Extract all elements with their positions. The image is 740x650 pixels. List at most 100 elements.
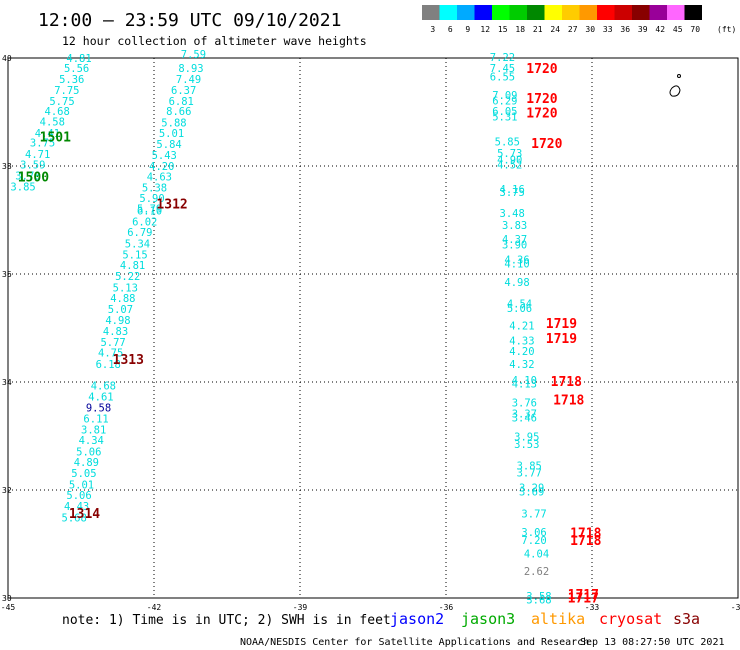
swh-value: 3.95 xyxy=(514,431,539,443)
swh-value: 3.37 xyxy=(512,409,537,421)
swh-value: 3.58 xyxy=(526,591,551,603)
page-subtitle: 12 hour collection of altimeter wave hei… xyxy=(62,34,367,48)
swh-value: 5.75 xyxy=(49,96,74,108)
swh-value: 3.29 xyxy=(519,483,544,495)
lon-tick-label: -39 xyxy=(293,603,308,612)
swh-value: 4.36 xyxy=(504,255,529,267)
swh-value: 4.52 xyxy=(497,160,522,172)
legend-swatch xyxy=(614,5,632,20)
swh-value: 4.88 xyxy=(110,293,135,305)
lat-tick-label: 30 xyxy=(2,594,12,603)
swh-value: 4.81 xyxy=(120,260,145,272)
pass-time: 1312 xyxy=(156,198,187,213)
swh-value: 3.76 xyxy=(512,397,537,409)
map-border xyxy=(7,57,739,599)
swh-value: 4.63 xyxy=(147,172,172,184)
legend-label: 45 xyxy=(673,25,683,34)
lat-tick-label: 34 xyxy=(2,378,12,387)
swh-value: 5.73 xyxy=(497,148,522,160)
swh-value: 6.11 xyxy=(83,414,108,426)
swh-value: 5.43 xyxy=(152,150,177,162)
legend-unit: (ft) xyxy=(717,25,736,34)
swh-value: 4.21 xyxy=(509,321,534,333)
satellite-name: cryosat xyxy=(599,610,662,628)
legend-label: 9 xyxy=(465,25,470,34)
swh-value: 3.85 xyxy=(10,181,35,193)
swh-value: 4.61 xyxy=(88,391,113,403)
swh-value: 4.33 xyxy=(509,336,534,348)
swh-value: 3.59 xyxy=(20,160,45,172)
legend-swatch xyxy=(544,5,562,20)
swh-value: 6.02 xyxy=(132,216,157,228)
pass-time: 1717 xyxy=(568,588,599,603)
swh-value: 7.09 xyxy=(492,90,517,102)
swh-value: 4.68 xyxy=(91,381,116,393)
pass-time: 1718 xyxy=(570,534,601,549)
lat-tick-label: 40 xyxy=(2,54,12,63)
pass-time: 1500 xyxy=(18,171,49,186)
swh-value: 4.54 xyxy=(507,298,532,310)
swh-value: 3.78 xyxy=(15,171,40,183)
swh-value: 8.93 xyxy=(178,63,203,75)
swh-value: 4.68 xyxy=(45,106,70,118)
swh-value: 5.06 xyxy=(66,490,91,502)
legend-swatch xyxy=(439,5,457,20)
swh-value: 4.10 xyxy=(512,375,537,387)
islet-outline xyxy=(677,74,681,78)
swh-value: 4.89 xyxy=(74,457,99,469)
lat-tick-label: 36 xyxy=(2,270,12,279)
pass-time: 1719 xyxy=(546,317,577,332)
swh-value: 6.29 xyxy=(492,95,517,107)
swh-value: 4.37 xyxy=(502,234,527,246)
satellite-legend: jason2 jason3 altika cryosat s3a xyxy=(390,610,700,628)
swh-value: 5.01 xyxy=(69,479,94,491)
axis-ticks: -45 -42 -39 -36 -33 -30 40 38 36 34 32 30 xyxy=(1,54,740,612)
swh-value: 5.56 xyxy=(64,63,89,75)
satellite-name: altika xyxy=(531,610,585,628)
pass-time: 1720 xyxy=(526,62,557,77)
swh-value: 4.75 xyxy=(98,348,123,360)
legend-swatch xyxy=(422,5,440,20)
legend-label: 3 xyxy=(430,25,435,34)
pass-time: 1501 xyxy=(40,131,71,146)
swh-value: 5.79 xyxy=(137,203,162,215)
color-legend: 3 6 9 12 15 18 21 24 27 30 33 36 39 42 45 70 (ft) xyxy=(422,5,736,34)
swh-value: 4.90 xyxy=(497,154,522,166)
footer-note: note: 1) Time is in UTC; 2) SWH is in fe… xyxy=(62,613,391,628)
swh-value: 3.90 xyxy=(502,240,527,252)
legend-swatch xyxy=(474,5,492,20)
map-frame: -45 -42 -39 -36 -33 -30 40 38 36 34 32 30 xyxy=(1,54,740,612)
swh-value: 3.83 xyxy=(502,220,527,232)
swh-value: 5.36 xyxy=(59,74,84,86)
swh-value: 7.20 xyxy=(521,535,546,547)
pass-time-labels: 1501150013121313131417201720172017201719… xyxy=(18,62,602,606)
pass-time: 1717 xyxy=(568,591,599,606)
legend-label: 42 xyxy=(655,25,665,34)
lat-lon-grid xyxy=(8,58,738,598)
swh-value: 2.62 xyxy=(524,566,549,578)
swh-value: 3.85 xyxy=(517,460,542,472)
swh-value: 4.81 xyxy=(66,53,91,65)
swh-value: 3.53 xyxy=(514,439,539,451)
pass-time: 1719 xyxy=(546,332,577,347)
legend-swatch xyxy=(492,5,510,20)
swh-value: 4.71 xyxy=(25,149,50,161)
swh-value: 4.34 xyxy=(79,435,104,447)
swh-value: 6.05 xyxy=(492,106,517,118)
swh-value: 3.77 xyxy=(521,509,546,521)
swh-value: 4.41 xyxy=(35,128,60,140)
satellite-name: s3a xyxy=(673,610,700,628)
swh-value: 5.01 xyxy=(159,128,184,140)
pass-time: 1720 xyxy=(526,92,557,107)
swh-value: 7.45 xyxy=(490,63,515,75)
swh-value: 4.58 xyxy=(40,117,65,129)
swh-value: 5.38 xyxy=(142,182,167,194)
legend-swatch xyxy=(632,5,650,20)
legend-label: 36 xyxy=(620,25,630,34)
legend-swatch xyxy=(457,5,475,20)
legend-label: 12 xyxy=(480,25,490,34)
swh-value: 4.04 xyxy=(524,549,549,561)
legend-swatch xyxy=(667,5,685,20)
legend-label: 39 xyxy=(638,25,648,34)
swh-value: 4.83 xyxy=(103,326,128,338)
